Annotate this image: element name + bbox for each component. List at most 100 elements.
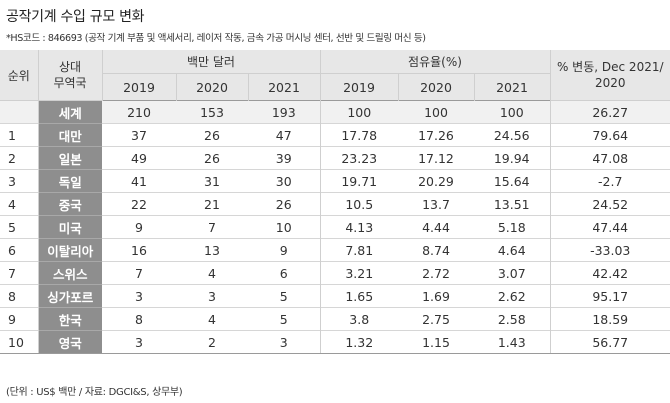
value-cell: 3 [176, 284, 248, 308]
value-cell: 13.7 [398, 192, 474, 216]
table-row: 6 이탈리아 16 13 9 7.81 8.74 4.64 -33.03 [0, 238, 670, 262]
value-cell: 3.21 [320, 261, 398, 285]
value-cell: 5.18 [474, 215, 551, 239]
country-cell: 미국 [38, 215, 102, 239]
value-cell: 4.44 [398, 215, 474, 239]
table-row: 1 대만 37 26 47 17.78 17.26 24.56 79.64 [0, 123, 670, 147]
value-cell: 3 [248, 330, 321, 354]
header-change: % 변동, Dec 2021/ 2020 [550, 50, 670, 101]
rank-cell: 2 [0, 146, 39, 170]
value-cell: 17.26 [398, 123, 474, 147]
value-cell: 39 [248, 146, 321, 170]
table-row: 7 스위스 7 4 6 3.21 2.72 3.07 42.42 [0, 261, 670, 285]
source-note: (단위 : US$ 백만 / 자료: DGCI&S, 상무부) [6, 387, 183, 398]
header-rank: 순위 [0, 50, 39, 101]
value-cell: 8 [102, 307, 176, 331]
value-cell: 10 [248, 215, 321, 239]
table-row: 10 영국 3 2 3 1.32 1.15 1.43 56.77 [0, 330, 670, 354]
country-cell: 세계 [38, 100, 102, 124]
header-year-2021: 2021 [248, 73, 321, 101]
value-cell: 30 [248, 169, 321, 193]
value-cell: 1.15 [398, 330, 474, 354]
change-cell: 47.08 [550, 146, 670, 170]
header-year-2020: 2020 [176, 73, 249, 101]
value-cell: 3 [102, 330, 176, 354]
value-cell: 26 [176, 123, 248, 147]
value-cell: 31 [176, 169, 248, 193]
value-cell: 17.12 [398, 146, 474, 170]
change-cell: 26.27 [550, 100, 670, 124]
value-cell: 49 [102, 146, 176, 170]
change-cell: 79.64 [550, 123, 670, 147]
value-cell: 2.62 [474, 284, 551, 308]
value-cell: 4.13 [320, 215, 398, 239]
country-cell: 이탈리아 [38, 238, 102, 262]
value-cell: 5 [248, 284, 321, 308]
value-cell: 7.81 [320, 238, 398, 262]
value-cell: 4.64 [474, 238, 551, 262]
country-cell: 영국 [38, 330, 102, 354]
country-cell: 일본 [38, 146, 102, 170]
header-share-2019: 2019 [320, 73, 399, 101]
table-row: 5 미국 9 7 10 4.13 4.44 5.18 47.44 [0, 215, 670, 239]
value-cell: 2 [176, 330, 248, 354]
value-cell: 22 [102, 192, 176, 216]
import-table: 순위 상대 무역국 백만 달러 점유율(%) % 변동, Dec 2021/ 2… [0, 50, 670, 354]
value-cell: 9 [248, 238, 321, 262]
value-cell: 193 [248, 100, 321, 124]
value-cell: 47 [248, 123, 321, 147]
value-cell: 100 [320, 100, 398, 124]
value-cell: 1.65 [320, 284, 398, 308]
change-cell: -2.7 [550, 169, 670, 193]
rank-cell: 1 [0, 123, 39, 147]
header-share: 점유율(%) [320, 50, 551, 74]
value-cell: 100 [474, 100, 551, 124]
rank-cell: 3 [0, 169, 39, 193]
value-cell: 21 [176, 192, 248, 216]
value-cell: 1.43 [474, 330, 551, 354]
hs-code-note: *HS코드 : 846693 (공작 기계 부품 및 액세서리, 레이저 작동,… [6, 33, 426, 44]
table-row: 8 싱가포르 3 3 5 1.65 1.69 2.62 95.17 [0, 284, 670, 308]
table-row: 3 독일 41 31 30 19.71 20.29 15.64 -2.7 [0, 169, 670, 193]
value-cell: 153 [176, 100, 248, 124]
value-cell: 17.78 [320, 123, 398, 147]
header-share-2021: 2021 [474, 73, 551, 101]
table-row: 4 중국 22 21 26 10.5 13.7 13.51 24.52 [0, 192, 670, 216]
header-million-usd: 백만 달러 [102, 50, 321, 74]
rank-cell: 6 [0, 238, 39, 262]
value-cell: 1.32 [320, 330, 398, 354]
table-row: 세계 210 153 193 100 100 100 26.27 [0, 100, 670, 124]
value-cell: 2.72 [398, 261, 474, 285]
country-cell: 한국 [38, 307, 102, 331]
rank-cell: 10 [0, 330, 39, 354]
value-cell: 41 [102, 169, 176, 193]
value-cell: 23.23 [320, 146, 398, 170]
country-cell: 독일 [38, 169, 102, 193]
value-cell: 100 [398, 100, 474, 124]
value-cell: 4 [176, 261, 248, 285]
rank-cell: 7 [0, 261, 39, 285]
value-cell: 3 [102, 284, 176, 308]
value-cell: 5 [248, 307, 321, 331]
value-cell: 2.75 [398, 307, 474, 331]
value-cell: 26 [248, 192, 321, 216]
table-body: 세계 210 153 193 100 100 100 26.27 1 대만 37 26 47 17.78 1… [0, 100, 670, 354]
table-row: 9 한국 8 4 5 3.8 2.75 2.58 18.59 [0, 307, 670, 331]
page-title: 공작기계 수입 규모 변화 [6, 9, 145, 25]
country-cell: 스위스 [38, 261, 102, 285]
change-cell: 95.17 [550, 284, 670, 308]
table-row: 2 일본 49 26 39 23.23 17.12 19.94 47.08 [0, 146, 670, 170]
header-year-2019: 2019 [102, 73, 177, 101]
country-cell: 대만 [38, 123, 102, 147]
value-cell: 1.69 [398, 284, 474, 308]
value-cell: 19.94 [474, 146, 551, 170]
change-cell: 56.77 [550, 330, 670, 354]
value-cell: 24.56 [474, 123, 551, 147]
header-partner: 상대 무역국 [38, 50, 103, 101]
value-cell: 2.58 [474, 307, 551, 331]
value-cell: 16 [102, 238, 176, 262]
value-cell: 7 [176, 215, 248, 239]
value-cell: 6 [248, 261, 321, 285]
change-cell: 24.52 [550, 192, 670, 216]
value-cell: 15.64 [474, 169, 551, 193]
